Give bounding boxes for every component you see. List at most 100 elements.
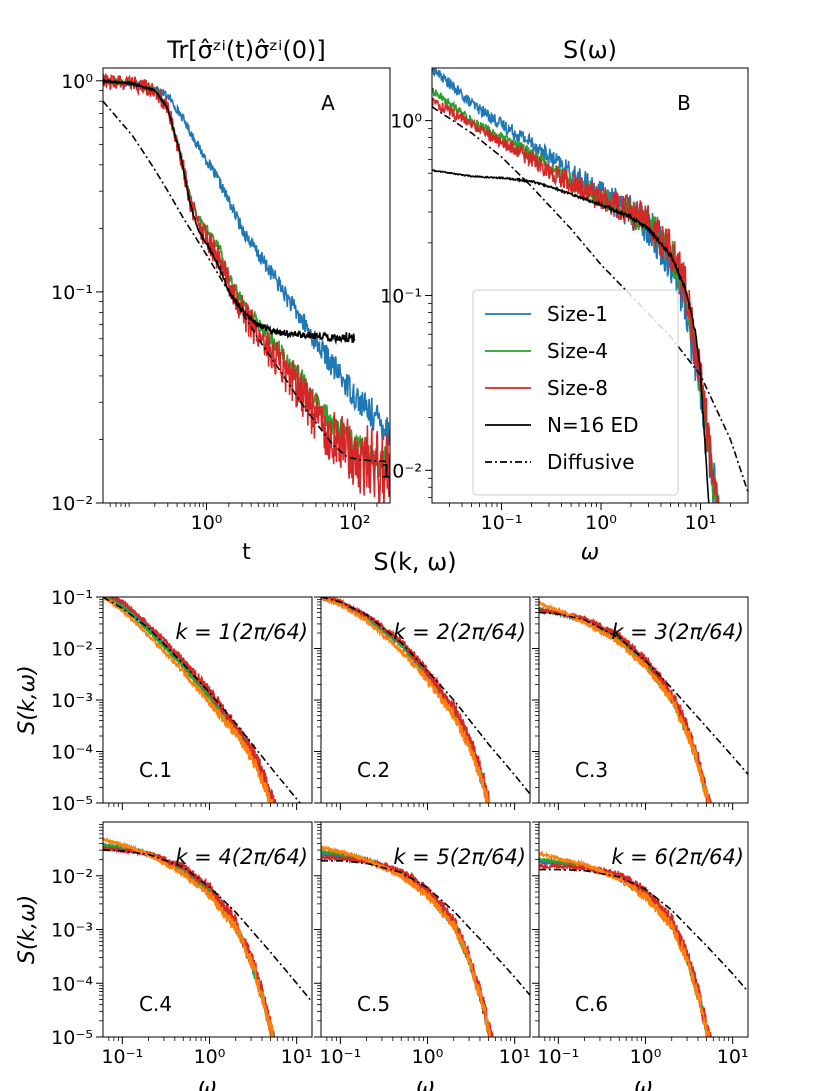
x-axis-label: ω <box>198 1074 216 1091</box>
legend: Size-1 Size-4 Size-8 N=16 ED Diffusive <box>472 289 679 496</box>
axes-frame <box>102 67 391 504</box>
x-tick-label: 10² <box>339 512 371 534</box>
x-axis-label: t <box>242 540 251 565</box>
legend-label: Size-8 <box>547 376 608 400</box>
panel-C-5: 10⁻¹ 10⁰ 10¹ ω C.5 k = 5(2π/64) <box>314 821 531 1091</box>
y-tick-label: 10⁰ <box>61 71 93 93</box>
series-line-diffusive <box>103 849 312 1003</box>
panel-letter: C.3 <box>575 758 608 782</box>
series-group <box>321 843 530 1037</box>
panel-A: 10⁰ 10² 10⁻² 10⁻¹ 10⁰ Tr[σ̂ᶻⁱ(t)σ̂ᶻⁱ(0)] t A <box>51 36 391 565</box>
y-axis-label: S(k,ω) <box>15 665 40 734</box>
series-group <box>539 600 748 803</box>
panel-letter: A <box>321 91 335 115</box>
y-tick-label: 10⁻³ <box>51 920 93 942</box>
x-tick-label: 10⁰ <box>194 1046 226 1068</box>
series-line-size-8 <box>539 861 712 1037</box>
y-tick-label: 10⁻² <box>51 493 93 515</box>
k-annotation: k = 5(2π/64) <box>393 845 526 869</box>
series-line-diffusive <box>539 611 748 775</box>
series-line-orange <box>103 837 274 1037</box>
series-line-n-16-ed <box>432 169 710 503</box>
series-group <box>321 597 530 803</box>
series-line-diffusive <box>539 868 748 993</box>
x-axis-label: ω <box>416 1074 434 1091</box>
series-line-orange <box>321 597 491 803</box>
panel-letter: C.5 <box>357 992 390 1016</box>
suptitle-s-k-omega: S(k, ω) <box>373 548 456 576</box>
legend-label: N=16 ED <box>547 413 639 437</box>
y-axis-label: S(k,ω) <box>15 895 40 964</box>
series-line-n-16-ed <box>103 78 356 346</box>
series-line-orange <box>539 600 711 803</box>
x-tick-label: 10⁻¹ <box>481 512 523 534</box>
y-tick-label: 10⁻⁴ <box>51 742 93 764</box>
k-annotation: k = 1(2π/64) <box>175 620 308 644</box>
y-tick-label: 10⁻⁵ <box>51 793 93 815</box>
series-line-size-8 <box>432 97 720 503</box>
series-line-orange <box>539 850 712 1037</box>
x-tick-label: 10¹ <box>717 1046 749 1068</box>
x-tick-label: 10¹ <box>281 1046 313 1068</box>
y-tick-label: 10⁰ <box>390 111 422 133</box>
axes-frame <box>431 67 749 504</box>
x-tick-label: 10⁰ <box>585 512 617 534</box>
y-tick-label: 10⁻¹ <box>51 587 93 609</box>
x-tick-label: 10⁰ <box>412 1046 444 1068</box>
panel-letter: C.1 <box>139 758 172 782</box>
y-tick-label: 10⁻¹ <box>380 285 422 307</box>
series-line-diffusive <box>103 100 390 463</box>
k-annotation: k = 3(2π/64) <box>611 620 744 644</box>
series-group <box>103 597 302 803</box>
legend-label: Size-4 <box>547 339 608 363</box>
k-annotation: k = 4(2π/64) <box>175 845 308 869</box>
k-annotation: k = 2(2π/64) <box>393 620 526 644</box>
panel-letter: C.2 <box>357 758 390 782</box>
x-axis-label: ω <box>634 1074 652 1091</box>
series-line-orange <box>103 597 274 803</box>
panel-letter: B <box>677 91 691 115</box>
series-line-size-8 <box>103 845 275 1037</box>
legend-box <box>472 289 679 496</box>
series-group <box>103 837 312 1037</box>
series-group <box>103 73 390 503</box>
x-tick-label: 10⁰ <box>630 1046 662 1068</box>
panel-letter: C.6 <box>575 992 608 1016</box>
panel-title: Tr[σ̂ᶻⁱ(t)σ̂ᶻⁱ(0)] <box>166 36 325 64</box>
series-line-size-8 <box>103 73 390 503</box>
panel-C-2: C.2 k = 2(2π/64) <box>314 596 531 810</box>
series-line-size-8 <box>110 597 277 803</box>
panel-C-3: C.3 k = 3(2π/64) <box>532 596 749 810</box>
series-line-diffusive <box>321 859 530 996</box>
series-group <box>539 850 748 1037</box>
x-axis-label: ω <box>581 540 599 565</box>
x-tick-label: 10⁻¹ <box>537 1046 579 1068</box>
series-line-diffusive <box>432 106 748 493</box>
series-group <box>432 68 748 503</box>
k-annotation: k = 6(2π/64) <box>611 845 744 869</box>
x-tick-label: 10¹ <box>685 512 717 534</box>
panel-letter: C.4 <box>139 992 172 1016</box>
x-tick-label: 10⁰ <box>191 512 223 534</box>
series-line-diffusive <box>103 597 302 803</box>
series-line-orange <box>321 843 494 1037</box>
series-line-size-4 <box>103 75 390 478</box>
legend-label: Size-1 <box>547 302 608 326</box>
series-line-size-1 <box>103 77 390 446</box>
panel-C-4: 10⁻¹ 10⁰ 10¹ 10⁻⁵ 10⁻⁴ 10⁻³ 10⁻² ω S(k,ω) C.4 k = … <box>15 821 313 1091</box>
panel-title: S(ω) <box>563 36 617 64</box>
panel-C-6: 10⁻¹ 10⁰ 10¹ ω C.6 k = 6(2π/64) <box>532 821 749 1091</box>
y-tick-label: 10⁻¹ <box>51 282 93 304</box>
legend-label: Diffusive <box>547 450 635 474</box>
y-tick-label: 10⁻² <box>51 639 93 661</box>
y-tick-label: 10⁻³ <box>51 690 93 712</box>
y-tick-label: 10⁻² <box>380 460 422 482</box>
y-tick-label: 10⁻⁴ <box>51 973 93 995</box>
panel-B: 10⁻¹ 10⁰ 10¹10⁻²10⁻¹10⁰S(ω)ωBSize-1Size-4S… <box>380 36 749 565</box>
panel-C-1: 10⁻⁵ 10⁻⁴ 10⁻³ 10⁻² 10⁻¹ S(k,ω) C.1 k = 1(2π/64… <box>15 587 313 815</box>
x-tick-label: 10⁻¹ <box>319 1046 361 1068</box>
x-tick-label: 10⁻¹ <box>101 1046 143 1068</box>
x-tick-label: 10¹ <box>499 1046 531 1068</box>
